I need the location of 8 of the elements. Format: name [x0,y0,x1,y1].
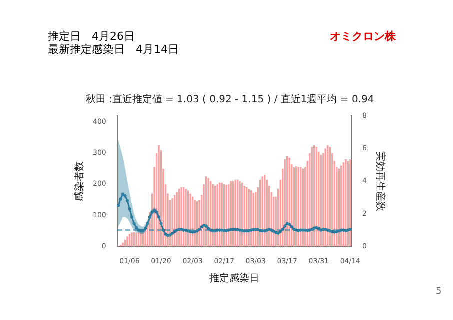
text: 最新推定感染日 4月14日 [48,42,179,57]
text: 5 [436,287,442,297]
text: 推定日 4月26日 [48,29,135,44]
chart-title: 秋田 :直近推定値 = 1.03 ( 0.92 - 1.15 ) / 直近1週平均 = 0.94 [86,94,374,106]
y2-axis-title: 実効再生産数 [374,151,386,212]
x-axis-title: 推定感染日 [209,272,260,285]
y-axis-title: 感染者数 [74,161,86,202]
text: オミクロン株 [330,29,396,44]
